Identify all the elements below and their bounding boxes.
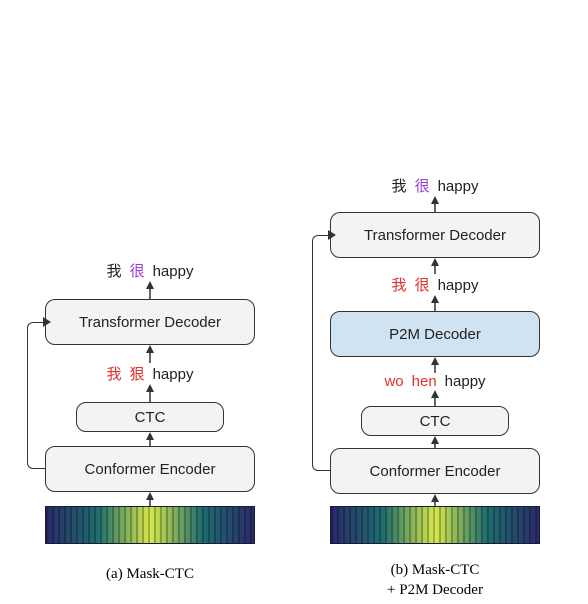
token: 狠: [130, 363, 145, 384]
token: 我: [392, 274, 407, 295]
spectrogram-image: [330, 506, 540, 544]
left-mid-text: 我狠 happy: [107, 363, 194, 384]
p2m-decoder-block: P2M Decoder: [330, 311, 540, 357]
arrow-icon: [429, 436, 441, 448]
token: happy: [153, 366, 194, 383]
left-output-text: 我很 happy: [107, 260, 194, 281]
token: 很: [130, 260, 145, 281]
token: 我: [107, 363, 122, 384]
spectrogram-image: [45, 506, 255, 544]
caption-line1: (b) Mask-CTC: [391, 562, 480, 578]
bypass-path: [27, 322, 45, 469]
left-flow: 我很happy Transformer Decoder 我狠happy CTC …: [35, 260, 265, 544]
token: happy: [445, 373, 486, 390]
right-flow: 我很happy Transformer Decoder 我很happy P2M …: [320, 175, 550, 544]
caption-line2: + P2M Decoder: [387, 582, 483, 598]
token: happy: [438, 277, 479, 294]
caption-text: (a) Mask-CTC: [106, 566, 194, 582]
transformer-decoder-block: Transformer Decoder: [45, 299, 255, 345]
arrow-icon: [144, 281, 156, 299]
arrow-icon: [144, 492, 156, 506]
token: 很: [415, 274, 430, 295]
token: wo: [384, 373, 403, 390]
right-caption: (b) Mask-CTC + P2M Decoder: [320, 561, 550, 600]
bypass-path: [312, 235, 330, 471]
arrowhead-icon: [328, 230, 336, 240]
arrow-icon: [144, 432, 156, 446]
arrow-icon: [429, 494, 441, 506]
token: 很: [415, 175, 430, 196]
token: 我: [107, 260, 122, 281]
arrow-icon: [429, 295, 441, 311]
left-caption: (a) Mask-CTC: [35, 565, 265, 585]
arrow-icon: [429, 390, 441, 406]
token: 我: [392, 175, 407, 196]
arrow-icon: [429, 357, 441, 373]
token: hen: [412, 373, 437, 390]
token: happy: [153, 263, 194, 280]
arrow-icon: [144, 384, 156, 402]
arrow-icon: [429, 258, 441, 274]
right-mid1-text: wohen happy: [384, 373, 485, 390]
ctc-block: CTC: [76, 402, 224, 432]
conformer-encoder-block: Conformer Encoder: [330, 448, 540, 494]
token: happy: [438, 178, 479, 195]
conformer-encoder-block: Conformer Encoder: [45, 446, 255, 492]
transformer-decoder-block: Transformer Decoder: [330, 212, 540, 258]
right-output-text: 我很 happy: [392, 175, 479, 196]
right-mid2-text: 我很 happy: [392, 274, 479, 295]
arrow-icon: [429, 196, 441, 212]
arrow-icon: [144, 345, 156, 363]
arrowhead-icon: [43, 317, 51, 327]
ctc-block: CTC: [361, 406, 509, 436]
